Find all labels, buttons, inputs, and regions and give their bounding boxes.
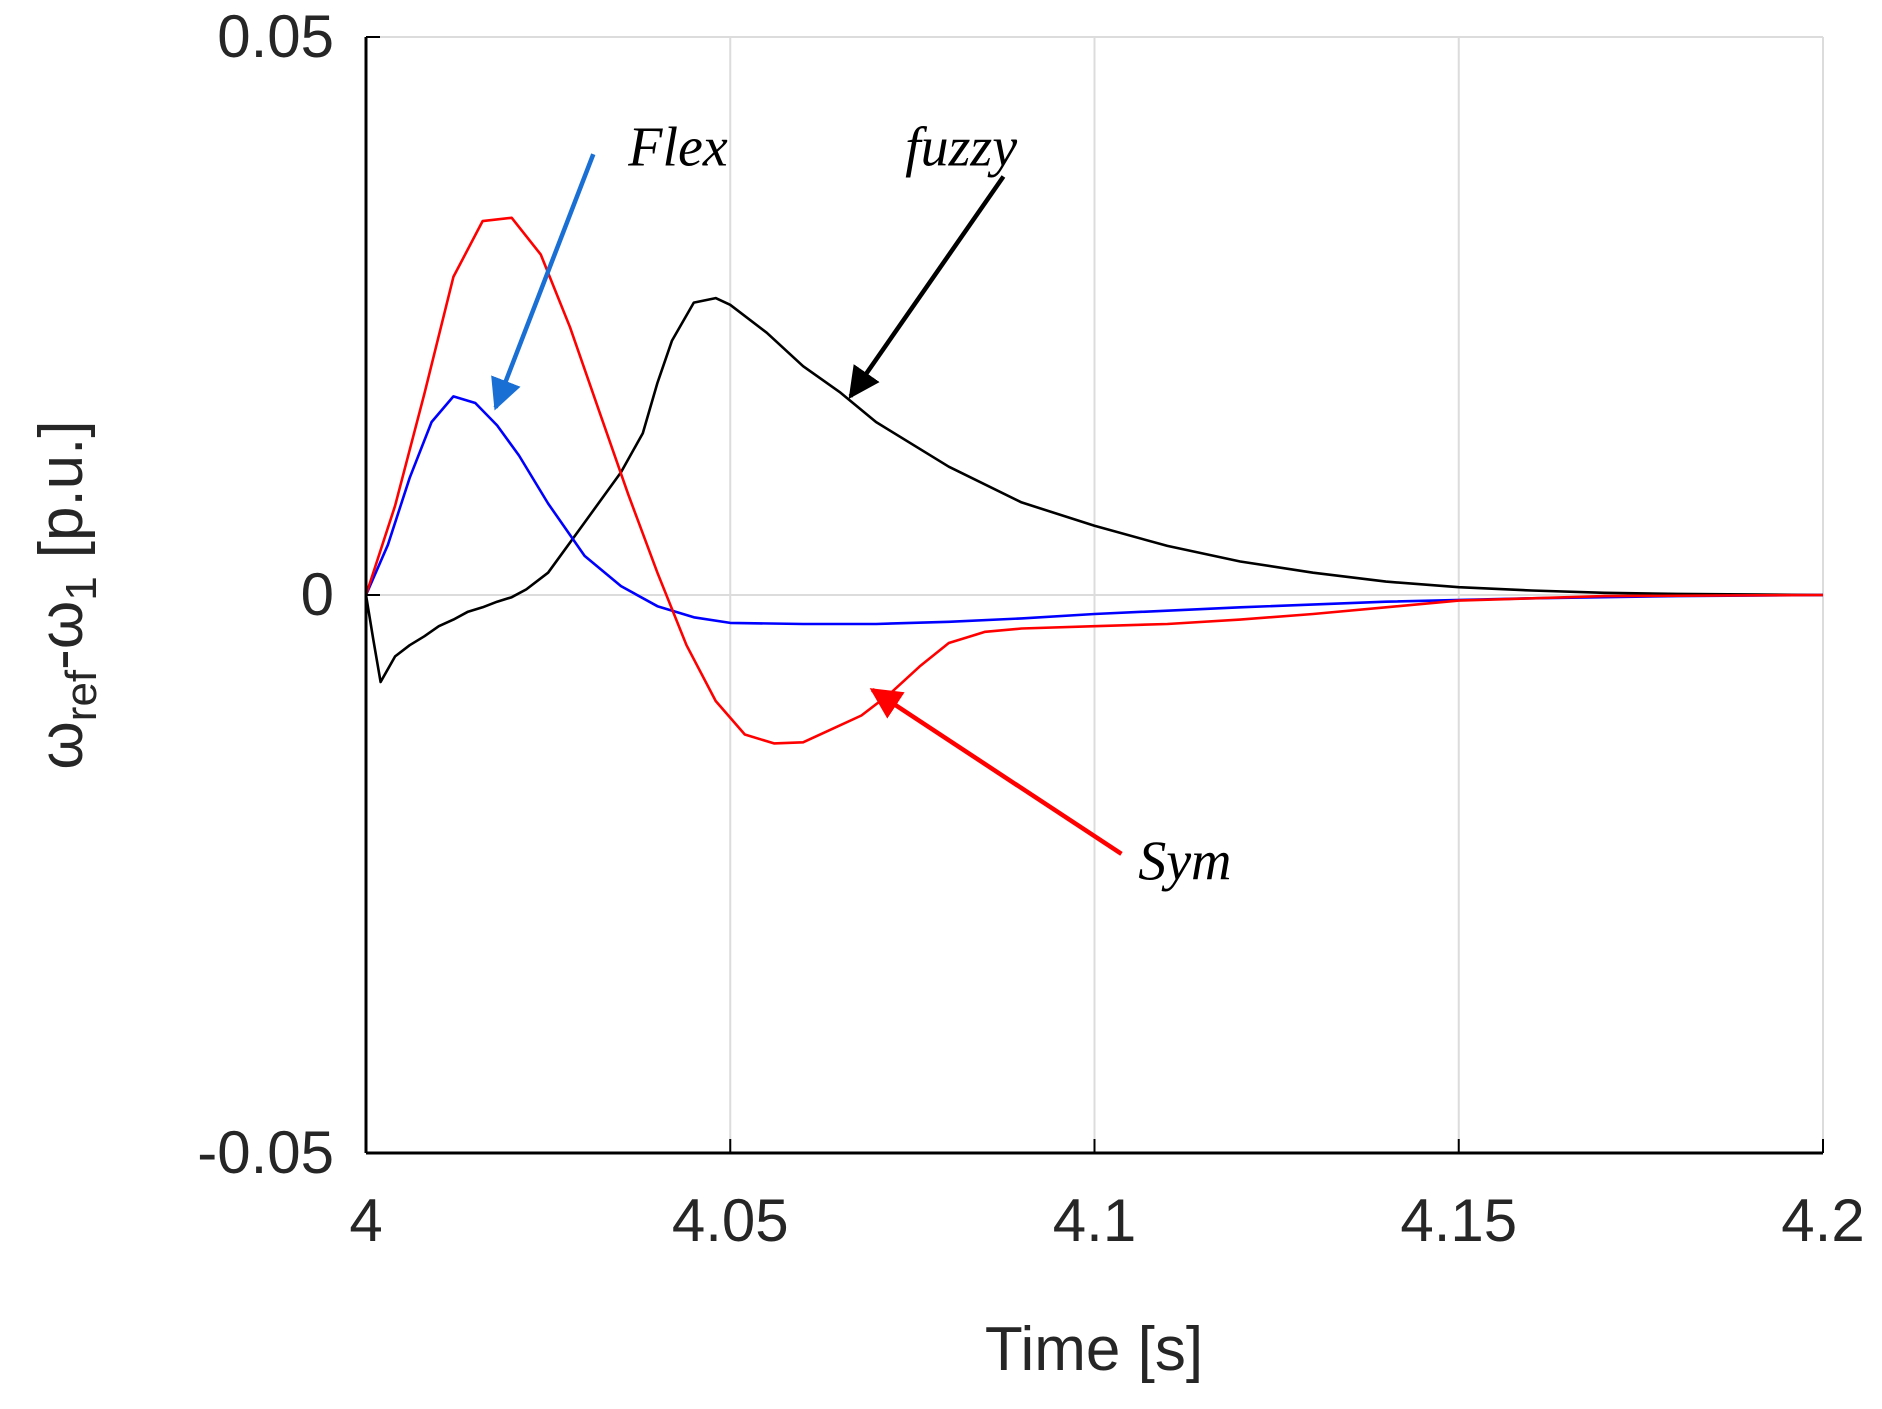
x-axis-title: Time [s] [985,1315,1203,1384]
y-tick-label: -0.05 [197,1119,334,1186]
y-axis-one-subscript: 1 [57,576,106,600]
x-tick-label: 4.15 [1400,1187,1517,1254]
y-axis-title: ωref-ω1[p.u.] [27,420,106,769]
y-axis-omega: ω [27,721,96,769]
x-tick-label: 4.2 [1781,1187,1864,1254]
y-tick-label: 0.05 [217,3,334,70]
series-line-flex [364,395,1824,626]
series-layer [364,216,1824,745]
x-tick-labels: 4 4.05 4.1 4.15 4.2 [349,1139,1865,1254]
x-tick-label: 4.05 [672,1187,789,1254]
series-line-sym [364,216,1824,745]
y-axis-dash: - [27,649,96,670]
y-tick-labels: -0.05 0 0.05 [197,3,380,1186]
gridlines [366,36,1824,1153]
annotation-label-sym: Sym [1138,831,1231,893]
x-tick-label: 4 [349,1187,382,1254]
annotation-arrow-fuzzy [848,175,1006,399]
series-line-fuzzy [364,296,1824,684]
annotation-arrow-sym [869,687,1123,856]
y-axis-ref-subscript: ref [57,669,106,721]
annotation-label-fuzzy: fuzzy [905,116,1017,178]
annotation-label-flex: Flex [627,116,728,178]
y-axis-unit: [p.u.] [27,420,96,558]
y-axis-omega-2: ω [27,601,96,649]
annotations-layer: Flex fuzzy Sym [491,116,1232,893]
y-tick-label: 0 [301,561,334,628]
x-tick-label: 4.1 [1053,1187,1136,1254]
annotation-arrow-flex [491,153,596,411]
